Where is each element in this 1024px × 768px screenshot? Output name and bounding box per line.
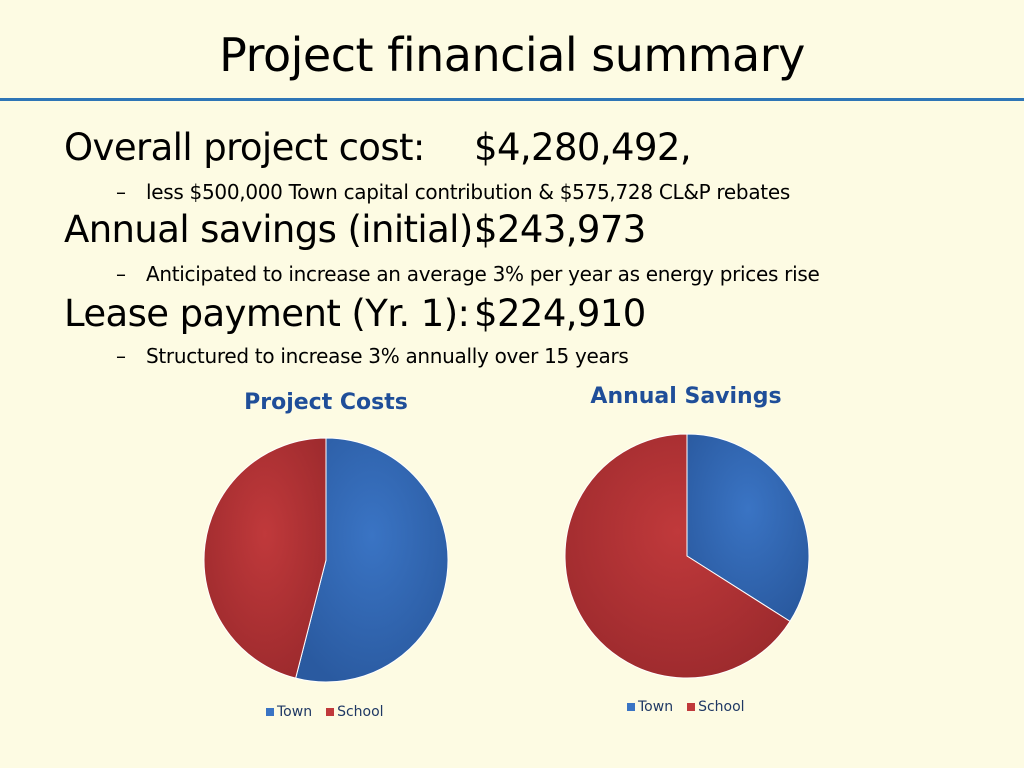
overall-cost-line: Overall project cost: $4,280,492, — [64, 126, 692, 169]
annual-savings-chart-title: Annual Savings — [590, 384, 782, 409]
legend-swatch-town — [266, 708, 274, 716]
lease-payment-note: – Structured to increase 3% annually over… — [116, 344, 629, 368]
lease-payment-note-text: Structured to increase 3% annually over … — [146, 344, 629, 368]
legend-swatch-school — [687, 703, 696, 711]
legend-item-school: School — [326, 704, 384, 720]
lease-payment-line: Lease payment (Yr. 1): $224,910 — [64, 292, 646, 335]
annual-savings-line: Annual savings (initial): $243,973 — [64, 208, 646, 251]
annual-savings-label: Annual savings (initial): — [64, 208, 485, 251]
lease-payment-label: Lease payment (Yr. 1): — [64, 292, 470, 335]
legend-item-town: Town — [627, 699, 673, 715]
title-divider — [0, 98, 1024, 101]
annual-savings-value: $243,973 — [474, 208, 646, 251]
lease-payment-value: $224,910 — [474, 292, 646, 335]
overall-cost-value: $4,280,492, — [474, 126, 692, 169]
legend-label-town: Town — [638, 699, 674, 715]
legend-label-town: Town — [277, 704, 313, 720]
annual-savings-legend: Town School — [627, 699, 759, 715]
annual-savings-note: – Anticipated to increase an average 3% p… — [116, 262, 820, 286]
project-costs-chart-title: Project Costs — [244, 390, 408, 415]
legend-label-school: School — [337, 704, 384, 720]
pie-slice-town — [295, 437, 449, 683]
bullet-dash: – — [116, 262, 126, 286]
slide-title: Project financial summary — [219, 28, 805, 82]
overall-cost-label: Overall project cost: — [64, 126, 425, 169]
annual-savings-note-text: Anticipated to increase an average 3% pe… — [146, 262, 820, 286]
bullet-dash: – — [116, 180, 126, 204]
legend-swatch-town — [627, 703, 635, 711]
overall-cost-note: – less $500,000 Town capital contribution… — [116, 180, 790, 204]
pie-slice-school — [564, 433, 791, 679]
legend-item-town: Town — [266, 704, 312, 720]
pie-slice-school — [203, 437, 327, 679]
pie-slice-town — [686, 433, 810, 623]
legend-item-school: School — [687, 699, 745, 715]
project-costs-pie-chart — [203, 437, 449, 683]
legend-swatch-school — [326, 708, 335, 716]
legend-label-school: School — [698, 699, 745, 715]
bullet-dash: – — [116, 344, 126, 368]
overall-cost-note-text: less $500,000 Town capital contribution … — [146, 180, 790, 204]
project-costs-legend: Town School — [266, 704, 398, 720]
annual-savings-pie-chart — [564, 433, 810, 679]
